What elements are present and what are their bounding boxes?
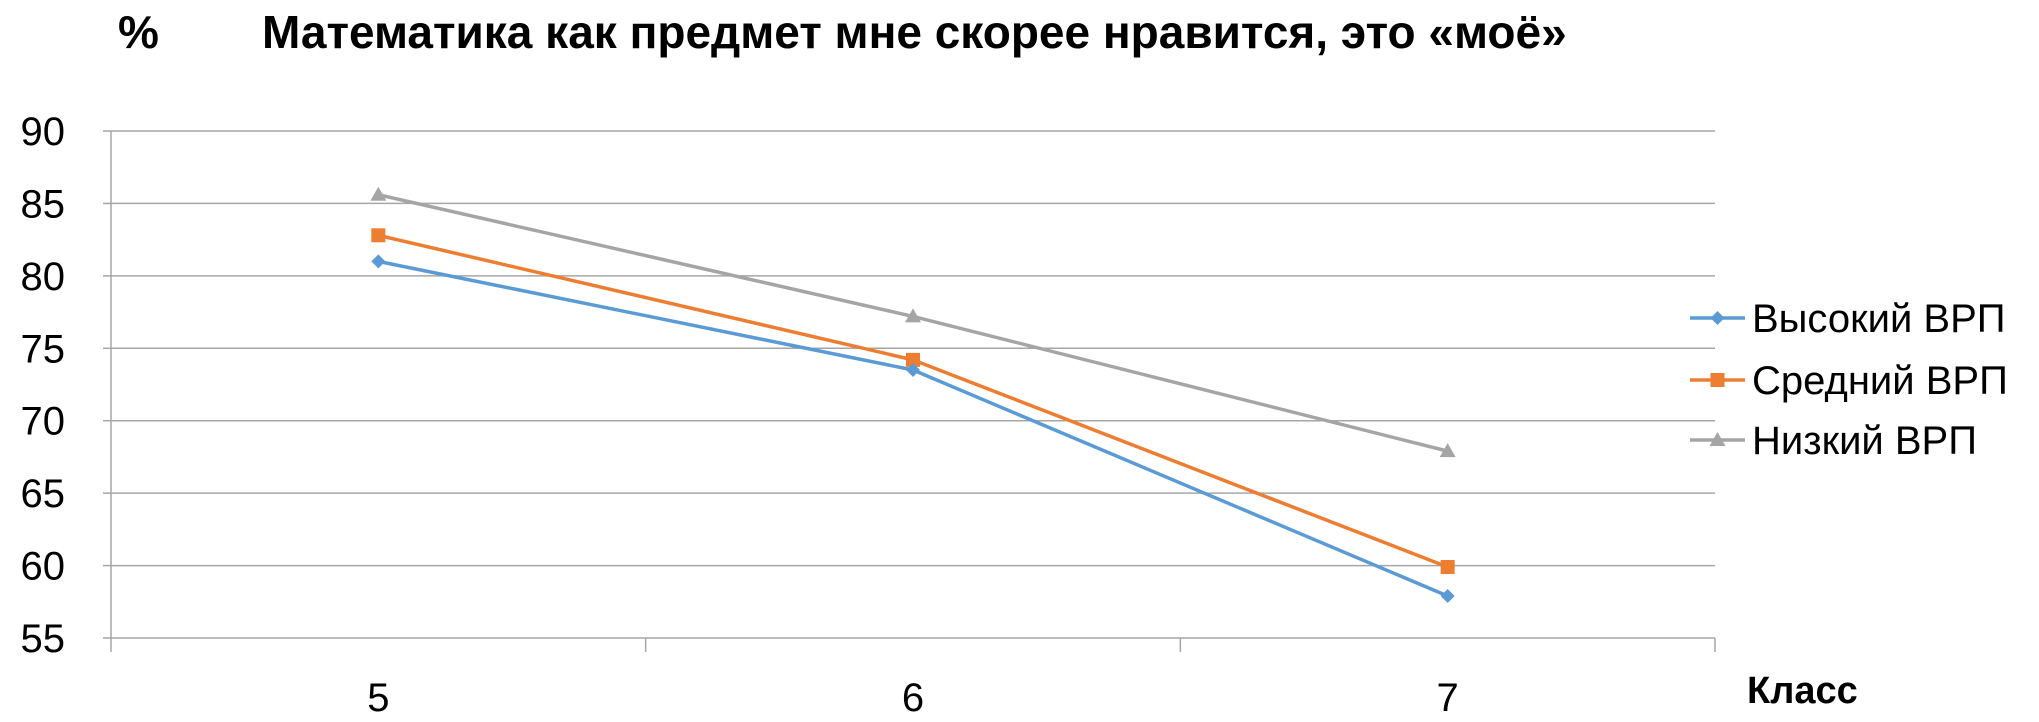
data-point <box>906 352 920 367</box>
data-point <box>370 186 387 201</box>
y-tick-label: 65 <box>21 472 66 516</box>
series-1 <box>371 254 1455 603</box>
data-point <box>906 363 920 378</box>
axes <box>103 130 1716 652</box>
x-tick-label: 7 <box>1437 676 1459 717</box>
gridlines <box>111 130 1715 567</box>
y-tick-label: 75 <box>21 327 66 371</box>
series-line <box>377 193 1449 453</box>
legend-label: Высокий ВРП <box>1752 297 2006 341</box>
x-axis-ticks: 5 6 7 <box>367 676 1459 720</box>
legend-item: Высокий ВРП <box>1690 297 2006 341</box>
y-tick-label: 60 <box>21 545 66 589</box>
y-tick-label: 55 <box>21 617 66 661</box>
legend-marker <box>1710 311 1725 325</box>
x-tick-label: 5 <box>367 676 389 717</box>
x-axis-title: Класс <box>1747 670 1858 712</box>
series-line <box>377 233 1449 569</box>
legend-item: Низкий ВРП <box>1690 419 1977 463</box>
y-axis-ticks: 90 85 80 75 70 65 60 55 <box>21 110 66 661</box>
series-2 <box>371 228 1455 575</box>
y-tick-label: 90 <box>21 110 66 154</box>
y-tick-label: 85 <box>21 182 66 226</box>
y-tick-label: 70 <box>21 400 66 444</box>
legend-label: Низкий ВРП <box>1752 419 1977 463</box>
y-tick-label: 80 <box>21 255 66 299</box>
data-point <box>1440 560 1455 575</box>
chart-title: Математика как предмет мне скорее нравит… <box>262 6 1567 58</box>
data-point <box>371 228 386 243</box>
y-axis-unit-label: % <box>118 6 159 58</box>
series-3 <box>370 186 1456 458</box>
legend: Высокий ВРП Средний ВРП Низкий ВРП <box>1690 297 2008 463</box>
legend-item: Средний ВРП <box>1690 359 2008 403</box>
x-tick-label: 6 <box>902 676 924 717</box>
data-point <box>1439 443 1456 458</box>
series-group <box>370 186 1456 603</box>
legend-marker <box>1710 373 1725 387</box>
data-point <box>905 308 921 323</box>
data-point <box>1440 588 1455 603</box>
data-point <box>371 254 386 269</box>
legend-label: Средний ВРП <box>1752 359 2008 403</box>
legend-marker <box>1709 432 1726 446</box>
